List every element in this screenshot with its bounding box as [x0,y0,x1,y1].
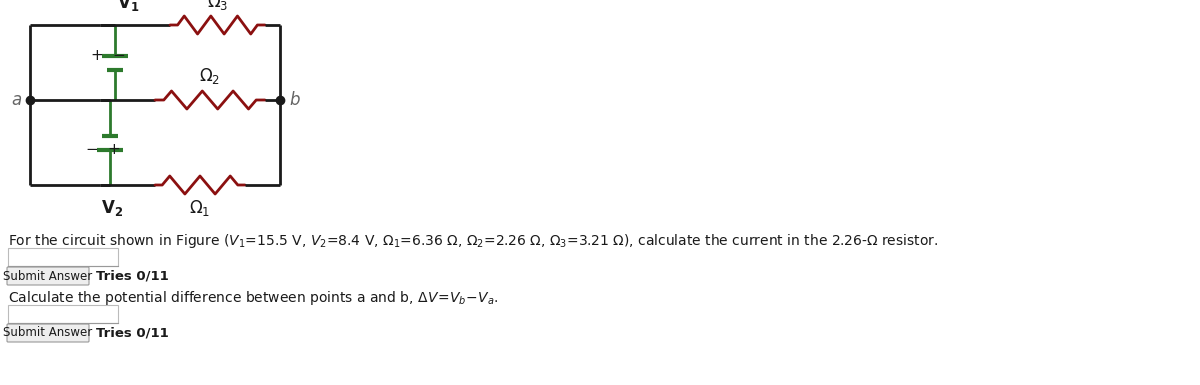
FancyBboxPatch shape [7,324,89,342]
Text: For the circuit shown in Figure ($V_1$=15.5 V, $V_2$=8.4 V, $\Omega_1$=6.36 $\Om: For the circuit shown in Figure ($V_1$=1… [8,232,938,250]
Text: Calculate the potential difference between points a and b, $\Delta V\!=\!V_b\!-\: Calculate the potential difference betwe… [8,289,498,307]
Text: $\Omega_2$: $\Omega_2$ [199,66,221,86]
Text: Submit Answer: Submit Answer [4,326,92,340]
Text: $\Omega_3$: $\Omega_3$ [206,0,228,12]
FancyBboxPatch shape [7,267,89,285]
Text: +: + [108,142,120,157]
Text: Tries 0/11: Tries 0/11 [96,326,169,340]
Text: Submit Answer: Submit Answer [4,270,92,283]
Text: +: + [91,48,103,63]
Text: $a$: $a$ [11,91,22,109]
FancyBboxPatch shape [8,248,118,266]
Text: $\mathbf{V_2}$: $\mathbf{V_2}$ [101,198,124,218]
Text: $\mathbf{V_1}$: $\mathbf{V_1}$ [116,0,139,13]
Text: $b$: $b$ [289,91,301,109]
Text: Tries 0/11: Tries 0/11 [96,270,169,283]
FancyBboxPatch shape [8,305,118,323]
Text: $\Omega_1$: $\Omega_1$ [190,198,211,218]
Text: −: − [85,142,98,157]
Text: −: − [113,48,125,63]
